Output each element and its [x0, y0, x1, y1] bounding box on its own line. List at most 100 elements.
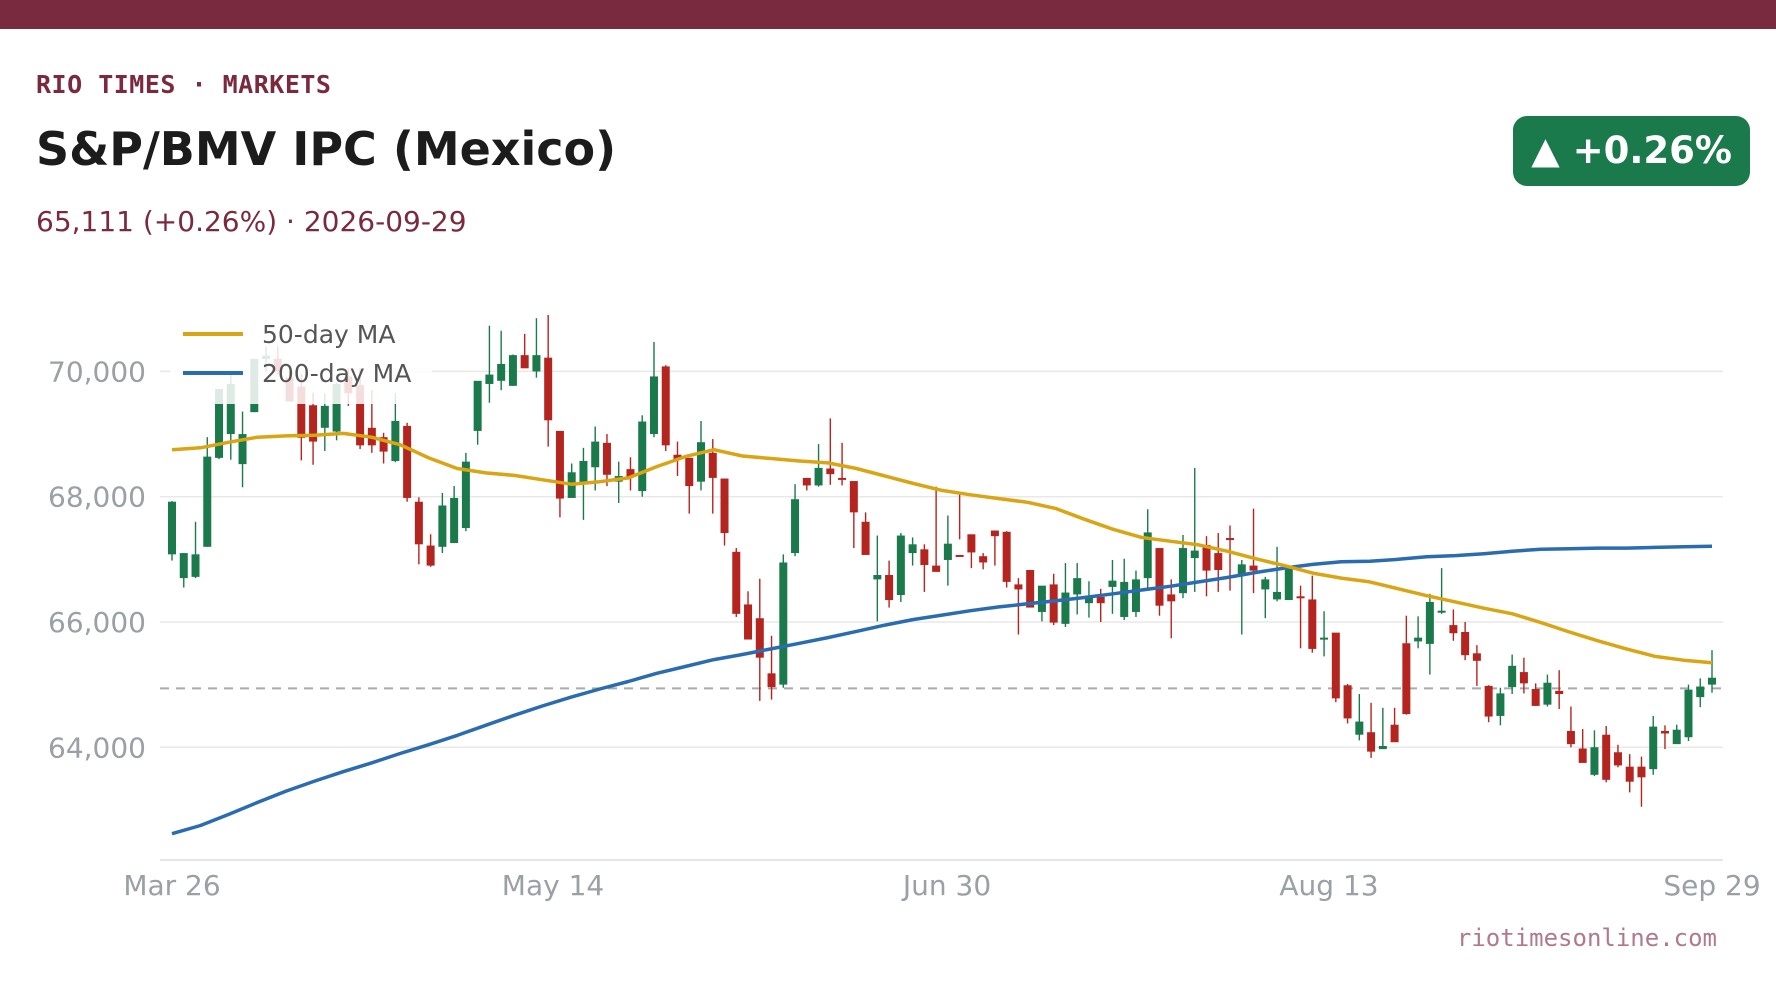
candle-body	[1237, 564, 1246, 575]
candle-body	[1472, 653, 1481, 661]
candle-body	[356, 385, 365, 446]
candle-body	[1708, 677, 1716, 685]
candle-body	[426, 545, 435, 566]
candle-body	[297, 386, 306, 438]
candle-body	[697, 442, 706, 482]
top-accent-bar	[0, 0, 1776, 29]
candle-body	[1308, 599, 1317, 649]
candle-body	[920, 549, 929, 565]
source-credit: riotimesonline.com	[1456, 924, 1717, 952]
candle-body	[943, 543, 952, 560]
candle-body	[1037, 585, 1046, 612]
candle-body	[1367, 732, 1376, 752]
candle-body	[896, 535, 905, 596]
candle-body	[450, 497, 459, 544]
candle-body	[1049, 584, 1058, 623]
candle-body	[967, 534, 976, 553]
candle-body	[379, 437, 388, 452]
candle-body	[1273, 591, 1282, 600]
candle-body	[1296, 596, 1305, 599]
candle-body	[1602, 734, 1611, 780]
candle-body	[1660, 730, 1669, 734]
candle-body	[826, 468, 835, 475]
candle-body	[1014, 584, 1023, 590]
candle-body	[1402, 643, 1411, 715]
page-title: S&P/BMV IPC (Mexico)	[36, 122, 617, 176]
candle-body	[1390, 724, 1399, 743]
candle-body	[461, 461, 470, 529]
candle-body	[168, 501, 176, 555]
candle-body	[932, 565, 941, 572]
candle-body	[1331, 632, 1340, 699]
candle-body	[332, 383, 341, 432]
candle-body	[873, 575, 882, 580]
candle-body	[814, 467, 823, 486]
x-tick-label: Sep 29	[1663, 869, 1760, 902]
candle-body	[661, 366, 670, 446]
candle-body	[1108, 580, 1117, 587]
candle-body	[791, 499, 800, 554]
candle-body	[1484, 685, 1493, 717]
price-subtitle: 65,111 (+0.26%) · 2026-09-29	[36, 205, 467, 238]
candle-body	[1684, 689, 1693, 738]
candle-body	[1531, 689, 1540, 706]
candle-body	[1355, 721, 1364, 735]
candle-body	[1155, 548, 1164, 606]
candle-body	[1649, 726, 1658, 770]
candle-body	[579, 461, 588, 485]
candle-body	[1449, 625, 1458, 634]
candle-body	[497, 363, 506, 381]
candle-body	[838, 477, 847, 480]
candle-body	[1096, 596, 1105, 604]
candle-body	[1578, 748, 1587, 763]
candle-body	[1214, 553, 1223, 570]
candle-body	[1131, 579, 1140, 612]
candle-body	[1084, 595, 1093, 604]
legend-ma50-label: 50-day MA	[262, 320, 395, 349]
candle-body	[520, 355, 529, 369]
candle-body	[755, 618, 764, 658]
candle-body	[732, 551, 741, 614]
candle-body	[638, 421, 647, 492]
candle-body	[179, 553, 188, 579]
candle-body	[1590, 747, 1599, 775]
candle-body	[685, 457, 694, 487]
candle-body	[1343, 685, 1352, 719]
legend-ma200-label: 200-day MA	[262, 359, 411, 388]
candle-body	[1437, 610, 1446, 613]
x-tick-label: May 14	[502, 869, 604, 902]
candle-body	[1202, 544, 1211, 571]
x-tick-label: Jun 30	[901, 869, 991, 902]
ma200-series-line	[171, 544, 1713, 836]
candle-body	[1320, 637, 1329, 640]
candle-body	[767, 673, 776, 688]
candle-body	[320, 405, 329, 428]
candle-body	[1284, 568, 1293, 601]
ma50-series-line	[171, 431, 1713, 665]
candle-body	[779, 562, 788, 685]
candle-body	[191, 554, 200, 577]
candle-body	[1249, 565, 1258, 571]
candle-body	[1026, 569, 1035, 608]
candle-body	[238, 434, 247, 465]
candle-body	[555, 430, 564, 499]
y-tick-label: 70,000	[48, 355, 146, 388]
candle-body	[544, 357, 553, 421]
candle-body	[908, 544, 917, 554]
candle-body	[1625, 766, 1634, 782]
candle-body	[414, 501, 423, 545]
candle-body	[203, 456, 212, 547]
candle-body	[849, 481, 858, 513]
candle-body	[1672, 729, 1681, 745]
candle-body	[1508, 665, 1517, 688]
candle-body	[720, 478, 729, 534]
candle-body	[1178, 548, 1187, 594]
candle-body	[861, 521, 870, 555]
candle-body	[226, 383, 235, 435]
y-tick-label: 68,000	[48, 481, 146, 514]
candle-body	[215, 388, 224, 458]
chart-legend: 50-day MA 200-day MA	[170, 312, 432, 404]
candle-body	[1378, 746, 1387, 750]
candle-body	[309, 405, 318, 442]
